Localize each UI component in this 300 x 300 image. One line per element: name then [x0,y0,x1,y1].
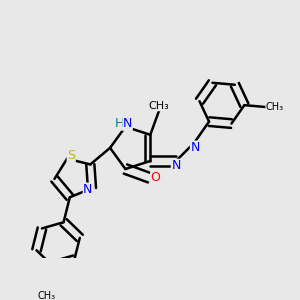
Text: H: H [115,117,124,130]
Text: CH₃: CH₃ [266,102,284,112]
Text: CH₃: CH₃ [149,101,170,111]
Text: O: O [151,171,160,184]
Text: N: N [171,159,181,172]
Text: CH₃: CH₃ [38,291,56,300]
Text: S: S [67,149,75,162]
Text: N: N [190,141,200,154]
Text: N: N [83,183,93,196]
Text: N: N [123,117,132,130]
